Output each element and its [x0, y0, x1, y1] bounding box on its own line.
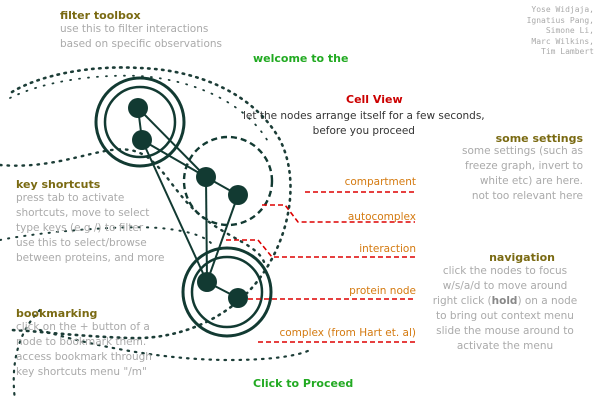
autocomplex-pointer-line	[262, 204, 415, 223]
protein-node[interactable]	[196, 167, 216, 187]
credits: Yose Widjaja, Ignatius Pang, Simone Li, …	[526, 5, 594, 56]
some-settings-desc: some settings (such as freeze graph, inv…	[461, 145, 583, 202]
key-shortcuts-desc: press tab to activate shortcuts, move to…	[16, 192, 165, 264]
legend-interaction-label: interaction	[359, 243, 416, 255]
legend-protein-node-label: protein node	[349, 285, 416, 297]
autocomplex-circle[interactable]	[182, 135, 274, 227]
interaction-edge	[137, 107, 207, 178]
complex-inner-ring	[190, 255, 264, 329]
complex-bottom[interactable]	[181, 246, 273, 338]
navigation-desc-line: right click (hold) on a node	[420, 294, 590, 309]
bottom-compartment-boundary	[38, 328, 312, 362]
interaction-edge	[141, 139, 207, 178]
navigation-desc-line: w/s/a/d to move around	[442, 280, 568, 292]
protein-node[interactable]	[128, 98, 148, 118]
navigation-desc-text: right click (	[432, 295, 492, 307]
inner-compartment-boundary	[0, 148, 267, 267]
legend-pointers	[226, 191, 415, 343]
complex-outer-ring	[94, 76, 186, 168]
complex-outer-ring	[181, 246, 273, 338]
left-compartment-boundary	[12, 308, 42, 400]
filter-toolbox-desc: use this to filter interactions based on…	[60, 23, 223, 50]
protein-node[interactable]	[132, 130, 152, 150]
navigation-desc-line: activate the menu	[456, 340, 554, 352]
interaction-edge	[206, 194, 239, 283]
interaction-pointer-line	[226, 239, 415, 258]
navigation-desc: click the nodes to focus w/s/a/d to move…	[420, 264, 590, 354]
some-settings-title: some settings	[495, 132, 583, 145]
legend-complex-label: complex (from Hart et. al)	[279, 327, 416, 339]
complex-inner-ring	[103, 85, 177, 159]
bookmarking-title: bookmarking	[16, 307, 98, 320]
click-to-proceed-button[interactable]: Click to Proceed	[253, 377, 354, 390]
filter-toolbox-title: filter toolbox	[60, 9, 141, 22]
legend-compartment-label: compartment	[344, 176, 416, 188]
complex-top[interactable]	[94, 76, 186, 168]
navigation-desc-text: ) on a node	[517, 295, 578, 307]
outer-compartment-boundary-shadow	[9, 74, 271, 146]
bookmarking-desc: click on the + button of a node to bookm…	[16, 321, 152, 378]
instruction-text: let the nodes arrange itself for a few s…	[243, 110, 485, 137]
key-shortcuts-title: key shortcuts	[16, 178, 101, 191]
protein-nodes	[128, 98, 248, 308]
protein-node[interactable]	[197, 272, 217, 292]
navigation-desc-line: click the nodes to focus	[442, 265, 568, 277]
legend-autocomplex-label: autocomplex	[347, 211, 416, 223]
welcome-text: welcome to the	[253, 52, 349, 65]
compartment-boundaries	[0, 66, 312, 400]
navigation-desc-bold: hold	[491, 295, 518, 307]
navigation-desc-line: to bring out context menu	[436, 310, 574, 322]
interaction-edge	[205, 176, 208, 283]
navigation-title: navigation	[489, 251, 555, 264]
navigation-desc-line: slide the mouse around to	[436, 325, 574, 337]
protein-node[interactable]	[228, 185, 248, 205]
cell-view-title: Cell View	[346, 93, 403, 106]
protein-node[interactable]	[228, 288, 248, 308]
